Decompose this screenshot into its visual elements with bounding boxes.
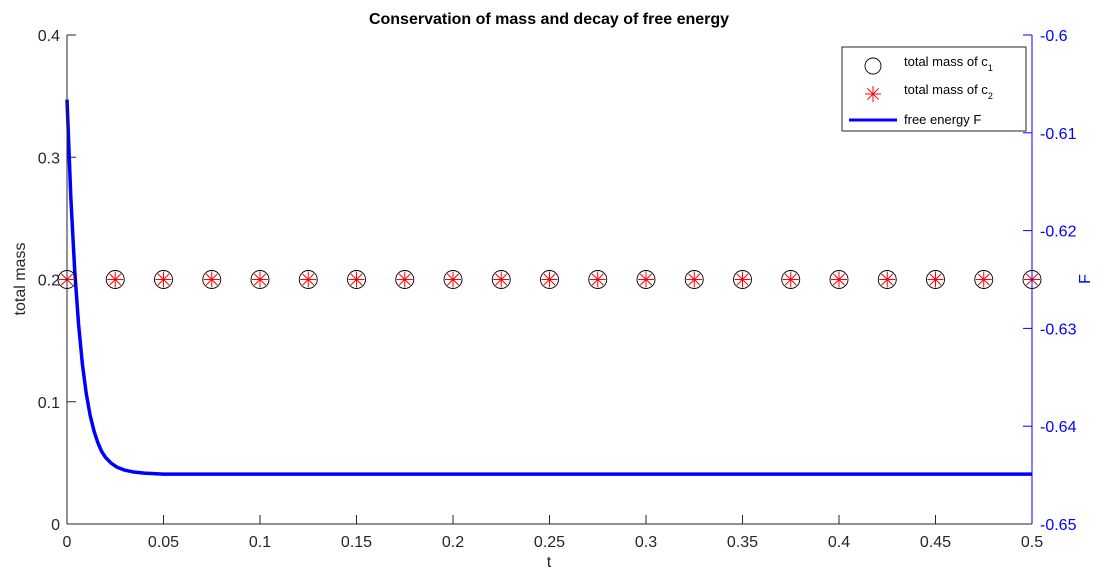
mass-c2-point xyxy=(927,271,944,288)
x-tick-label: 0.5 xyxy=(1021,534,1043,551)
y-right-tick-label: -0.64 xyxy=(1040,419,1077,436)
mass-c1-point xyxy=(733,270,752,289)
mass-c2-point xyxy=(831,271,847,288)
mass-c1-point xyxy=(154,270,173,289)
mass-c2-point xyxy=(155,271,172,288)
legend-asterisk-marker xyxy=(865,86,881,102)
mass-c1-point xyxy=(540,270,559,289)
chart-title: Conservation of mass and decay of free e… xyxy=(369,11,729,28)
mass-c1-point xyxy=(877,270,897,289)
y-axis-left-title: total mass xyxy=(12,243,29,316)
y-left-tick-label: 0.4 xyxy=(38,28,60,45)
mass-c2-point xyxy=(686,271,703,288)
mass-c2-point xyxy=(638,271,654,288)
legend-label-free-energy: free energy F xyxy=(904,112,981,127)
x-tick-label: 0.15 xyxy=(341,534,372,551)
mass-c2-point xyxy=(975,271,992,288)
mass-c2-point xyxy=(493,271,510,288)
mass-c1-point xyxy=(347,270,366,289)
mass-c1-point xyxy=(684,270,704,289)
legend: total mass of c1 total mass of c2 free e… xyxy=(841,46,1027,132)
x-tick-label: 0.4 xyxy=(828,534,850,551)
mass-c2-point xyxy=(107,271,124,288)
mass-c1-point xyxy=(588,270,608,289)
mass-c1-point xyxy=(250,270,270,289)
mass-c2-point xyxy=(300,271,317,288)
x-tick-label: 0.25 xyxy=(534,534,565,551)
axis-ticks: 0 0.05 0.1 0.15 0.2 0.25 0.3 0.35 0.4 0.45 0.5 0 0.1… xyxy=(38,28,1077,551)
x-tick-label: 0.2 xyxy=(442,534,464,551)
mass-c2-point xyxy=(396,271,413,288)
mass-c1-point xyxy=(926,270,945,289)
mass-c1-point xyxy=(395,270,415,289)
y-right-tick-label: -0.63 xyxy=(1040,321,1077,338)
mass-c1-point xyxy=(202,270,222,289)
mass-c1-point xyxy=(781,270,801,289)
y-right-tick-label: -0.6 xyxy=(1040,28,1068,45)
mass-c1-point xyxy=(298,270,318,289)
mass-c1-point xyxy=(491,270,511,289)
legend-label-mass-c2: total mass of c2 xyxy=(904,82,993,101)
y-right-tick-label: -0.62 xyxy=(1040,224,1077,241)
x-tick-label: 0 xyxy=(63,534,72,551)
x-tick-label: 0.35 xyxy=(727,534,758,551)
mass-c2-point xyxy=(734,271,751,288)
mass-c1-point xyxy=(829,270,849,289)
y-axis-right-title: F xyxy=(1077,274,1094,284)
x-tick-label: 0.05 xyxy=(148,534,179,551)
mass-c2-point xyxy=(541,271,558,288)
mass-c2-point xyxy=(445,271,461,288)
legend-circle-marker xyxy=(864,57,882,75)
mass-c2-point xyxy=(348,271,365,288)
mass-c2-point xyxy=(203,271,220,288)
y-left-tick-label: 0.2 xyxy=(38,273,60,290)
mass-c1-point xyxy=(105,270,125,289)
x-tick-label: 0.45 xyxy=(920,534,951,551)
mass-c1-point xyxy=(636,270,656,289)
legend-label-mass-c1: total mass of c1 xyxy=(904,54,993,73)
y-left-tick-label: 0.3 xyxy=(38,150,60,167)
mass-c2-point xyxy=(252,271,268,288)
legend-box xyxy=(841,46,1027,132)
y-left-tick-label: 0.1 xyxy=(38,395,60,412)
y-left-tick-label: 0 xyxy=(51,517,60,534)
mass-c2-point xyxy=(782,271,799,288)
free-energy-line xyxy=(65,99,1032,476)
mass-c2-point xyxy=(879,271,896,288)
y-right-tick-label: -0.61 xyxy=(1040,126,1077,143)
x-tick-label: 0.1 xyxy=(249,534,271,551)
data-series xyxy=(57,99,1042,476)
mass-c1-point xyxy=(443,270,463,289)
x-axis-title: t xyxy=(547,554,552,571)
mass-c2-point xyxy=(589,271,606,288)
mass-c1-point xyxy=(974,270,994,289)
x-tick-label: 0.3 xyxy=(635,534,657,551)
y-right-tick-label: -0.65 xyxy=(1040,517,1077,534)
